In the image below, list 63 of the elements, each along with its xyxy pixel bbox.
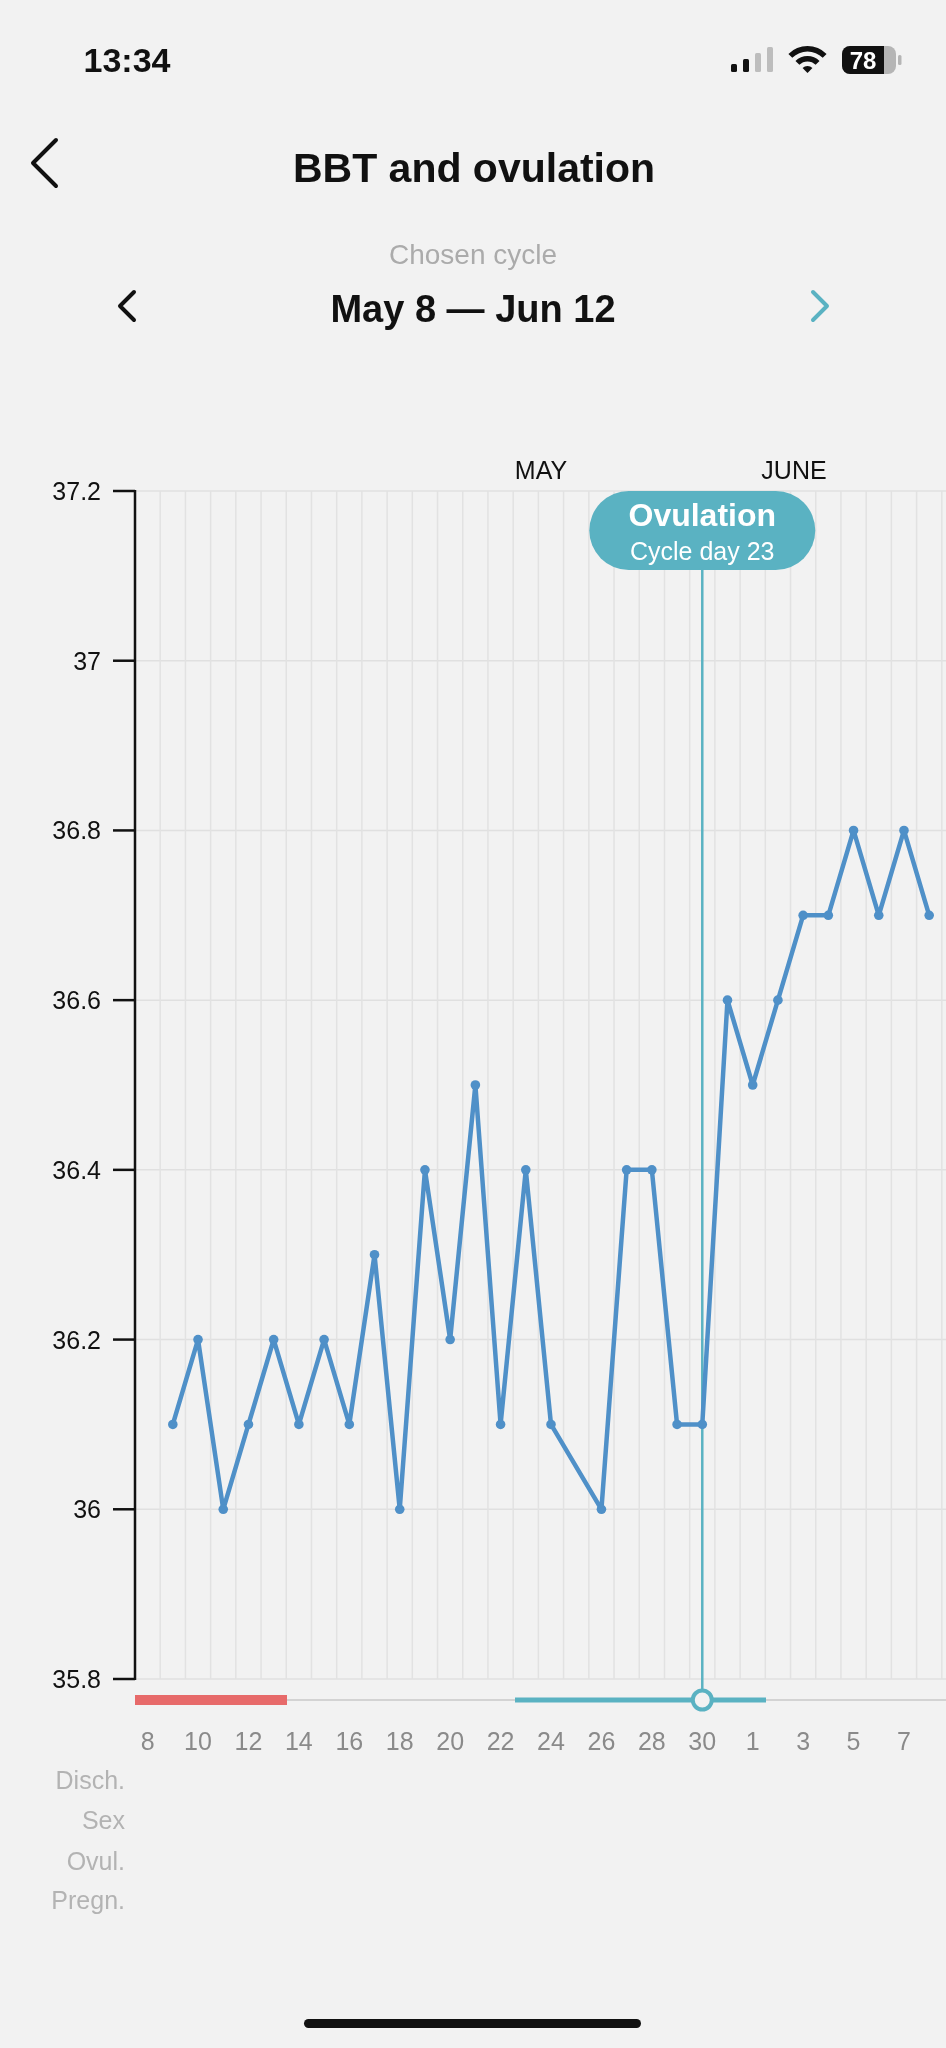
point — [722, 995, 733, 1005]
y-tick-label: 37 — [73, 646, 101, 675]
x-tick-label: 24 — [537, 1727, 565, 1755]
x-tick-label: 18 — [385, 1727, 414, 1755]
point — [773, 995, 783, 1005]
point — [520, 1165, 531, 1175]
text: 13:34 — [83, 41, 171, 79]
point — [218, 1504, 229, 1515]
y-tick-label: 36.2 — [52, 1325, 101, 1354]
point — [697, 1419, 708, 1430]
x-tick-label: 7 — [897, 1727, 911, 1755]
x-tick-label: 28 — [637, 1727, 666, 1755]
point — [672, 1419, 682, 1430]
point — [924, 910, 934, 921]
x-tick-label: 14 — [284, 1727, 313, 1755]
point — [344, 1419, 355, 1430]
point — [369, 1249, 380, 1260]
point — [470, 1080, 481, 1090]
point — [168, 1419, 178, 1430]
text: MAY — [514, 456, 568, 484]
point — [647, 1165, 657, 1175]
x-tick-label: 3 — [796, 1727, 811, 1755]
y-tick-label: 36.4 — [52, 1155, 102, 1184]
x-tick-label: 20 — [436, 1727, 465, 1755]
point — [243, 1419, 254, 1430]
ref-line-label: Ovulation — [628, 497, 777, 533]
chart-subtitle: May 8 — Jun 12 — [330, 288, 616, 330]
x-tick-label: 30 — [688, 1727, 717, 1755]
text: 78 — [849, 47, 877, 74]
point — [747, 1080, 758, 1090]
point — [873, 910, 884, 921]
point — [596, 1504, 607, 1515]
point — [621, 1165, 632, 1175]
x-tick-label: 1 — [745, 1727, 760, 1755]
point — [193, 1334, 203, 1345]
y-tick-label: 36.8 — [52, 816, 101, 845]
text: Sex — [81, 1806, 126, 1834]
point — [495, 1419, 506, 1430]
point — [546, 1419, 556, 1430]
point — [394, 1504, 405, 1515]
x-tick-label: 22 — [486, 1727, 515, 1755]
y-tick-label: 35.8 — [52, 1665, 101, 1693]
x-tick-label: 5 — [846, 1727, 861, 1755]
point — [823, 910, 834, 921]
point — [798, 910, 808, 921]
y-tick-label: 36 — [73, 1495, 101, 1524]
text: Pregn. — [51, 1886, 125, 1914]
point — [445, 1334, 455, 1345]
x-tick-label: 16 — [335, 1727, 364, 1755]
y-tick-label: 36.6 — [52, 986, 101, 1015]
annotation: Cycle day 23 — [630, 537, 775, 565]
text: Chosen cycle — [388, 239, 558, 270]
point — [420, 1165, 430, 1175]
x-tick-label: 26 — [587, 1727, 616, 1755]
chart-title: BBT and ovulation — [292, 145, 656, 191]
text: JUNE — [761, 456, 827, 484]
point — [319, 1334, 329, 1345]
text: Ovul. — [66, 1847, 125, 1875]
x-tick-label: 12 — [234, 1727, 263, 1755]
y-tick-label: 37.2 — [52, 477, 101, 505]
text: Disch. — [55, 1766, 125, 1794]
x-tick-label: 10 — [184, 1727, 212, 1755]
x-tick-label: 8 — [140, 1727, 155, 1755]
